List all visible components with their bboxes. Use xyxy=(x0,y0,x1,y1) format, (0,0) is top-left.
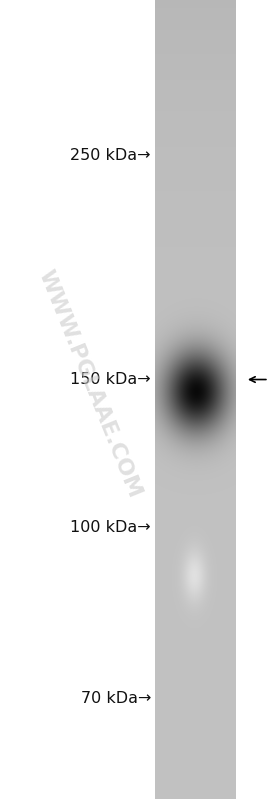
Text: 250 kDa→: 250 kDa→ xyxy=(71,148,151,162)
Text: 70 kDa→: 70 kDa→ xyxy=(81,691,151,706)
Text: 100 kDa→: 100 kDa→ xyxy=(70,520,151,535)
Text: WWW.PGLAAE.COM: WWW.PGLAAE.COM xyxy=(35,267,144,500)
Text: 150 kDa→: 150 kDa→ xyxy=(70,372,151,387)
